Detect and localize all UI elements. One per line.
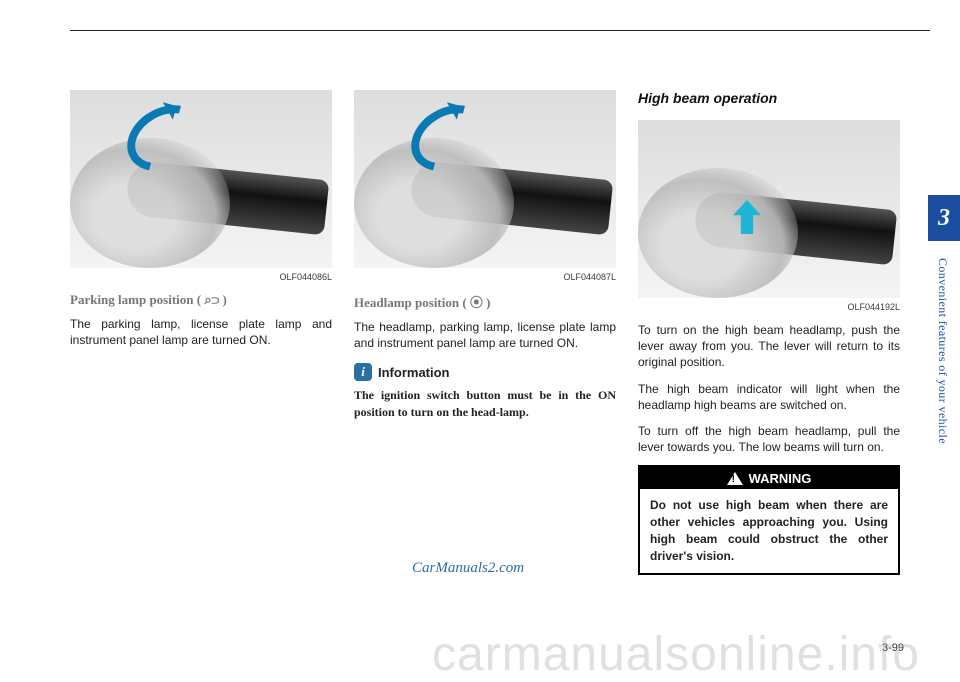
paragraph: To turn on the high beam headlamp, push … (638, 322, 900, 371)
chapter-tab: 3 (928, 195, 960, 241)
warning-label: WARNING (749, 471, 812, 486)
hand-graphic (638, 168, 798, 298)
paragraph: The headlamp, parking lamp, license plat… (354, 319, 616, 351)
paragraph: The high beam indicator will light when … (638, 381, 900, 413)
side-chapter-label: Convenient features of your vehicle (935, 258, 950, 528)
info-row: i Information (354, 363, 616, 381)
watermark-small: CarManuals2.com (412, 560, 524, 577)
content-columns: OLF044086L Parking lamp position ( ⌕⊃ ) … (70, 90, 900, 575)
figure-caption: OLF044086L (70, 272, 332, 282)
info-label: Information (378, 365, 450, 380)
warning-triangle-icon (727, 472, 743, 485)
paragraph: The parking lamp, license plate lamp and… (70, 316, 332, 348)
subheading-headlamp: Headlamp position ( ⦿ ) (354, 292, 616, 311)
figure-headlamp (354, 90, 616, 268)
section-title-high-beam: High beam operation (638, 90, 900, 106)
info-paragraph: The ignition switch button must be in th… (354, 387, 616, 419)
warning-header: WARNING (640, 467, 898, 489)
paragraph: To turn off the high beam headlamp, pull… (638, 423, 900, 455)
column-3: High beam operation OLF044192L To turn o… (638, 90, 900, 575)
info-icon: i (354, 363, 372, 381)
figure-high-beam (638, 120, 900, 298)
watermark-big: carmanualsonline.info (432, 627, 920, 682)
figure-parking-lamp (70, 90, 332, 268)
column-2: OLF044087L Headlamp position ( ⦿ ) The h… (354, 90, 616, 575)
top-rule (70, 30, 930, 31)
warning-body: Do not use high beam when there are othe… (640, 489, 898, 572)
warning-box: WARNING Do not use high beam when there … (638, 465, 900, 574)
subheading-parking-lamp: Parking lamp position ( ⌕⊃ ) (70, 292, 332, 308)
figure-caption: OLF044087L (354, 272, 616, 282)
figure-caption: OLF044192L (638, 302, 900, 312)
column-1: OLF044086L Parking lamp position ( ⌕⊃ ) … (70, 90, 332, 575)
